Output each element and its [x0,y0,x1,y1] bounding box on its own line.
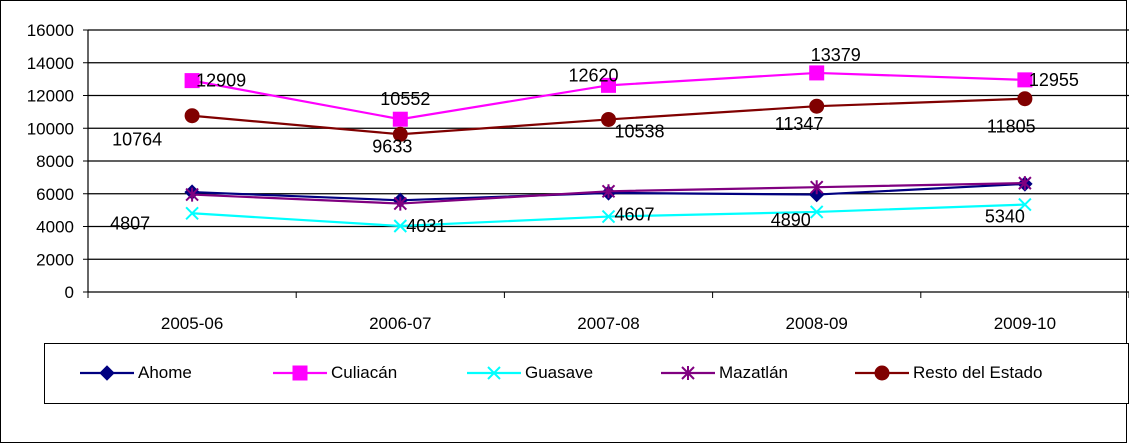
y-tick-label: 16000 [27,21,74,40]
data-point [601,77,616,93]
legend-item-resto-del-estado: Resto del Estado [853,363,1042,383]
data-label: 12955 [1029,70,1079,90]
data-label: 9633 [372,136,412,156]
data-point [393,196,408,211]
x-tick-label: 2007-08 [577,314,639,333]
data-point [393,219,408,233]
legend-label: Resto del Estado [913,363,1043,382]
data-point [185,187,199,202]
legend-item-guasave: Guasave [465,363,593,383]
series-guasave: 4807 4031 4607 4890 5340 [110,197,1032,236]
x-tick-label: 2006-07 [369,314,431,333]
series-mazatlan [185,176,1032,211]
y-tick-label: 12000 [27,87,74,106]
legend-label: Guasave [525,363,594,382]
data-label: 10764 [112,130,162,150]
data-label: 10552 [380,89,430,109]
y-tick-label: 6000 [36,185,74,204]
data-point [392,126,408,142]
x-tick-label: 2005-06 [161,314,223,333]
y-tick-label: 14000 [27,54,74,73]
y-tick-label: 4000 [36,218,74,237]
data-point [809,98,825,114]
data-label: 4607 [615,205,655,225]
data-point [1017,91,1033,107]
legend-label: Mazatlán [719,363,788,382]
x-tick-label: 2009-10 [994,314,1056,333]
legend-label: Ahome [138,363,192,382]
data-point [809,65,825,81]
legend-marker [874,365,890,381]
data-label: 5340 [985,207,1025,227]
legend-swatch [661,366,715,380]
y-tick-label: 10000 [27,119,74,138]
data-label: 11347 [775,114,824,134]
legend-swatch [80,365,134,381]
y-tick-label: 0 [65,283,74,302]
data-point [184,108,200,124]
data-label: 4031 [406,216,446,236]
legend-swatch [467,366,521,380]
legend-item-culiacan: Culiacán [271,363,397,383]
data-label: 4807 [110,213,150,233]
legend-label: Culiacán [331,363,398,382]
x-tick-label: 2008-09 [786,314,848,333]
legend-marker [487,366,501,380]
data-label: 12909 [196,71,246,91]
series-culiacan: 12909 10552 12620 13379 12955 [184,45,1079,127]
series-resto-del-estado: 10764 9633 10538 11347 11805 [112,91,1036,156]
data-point [809,205,824,219]
data-label: 4890 [771,210,811,230]
legend-item-mazatlan: Mazatlán [659,363,788,383]
y-tick-label: 8000 [36,152,74,171]
legend-marker [681,366,695,380]
data-label: 13379 [811,45,861,65]
legend-swatch [855,365,909,381]
data-label: 12620 [569,65,619,85]
data-point [601,111,616,127]
data-point [1018,197,1032,212]
data-point [601,184,616,199]
data-point [809,180,824,195]
data-point [601,209,616,224]
data-point [1018,176,1032,191]
legend-marker [292,365,308,381]
data-point [184,73,200,89]
data-point [185,206,199,220]
legend-swatch [273,365,327,381]
data-point [392,111,408,127]
chart-legend: Ahome Culiacán Guasave Mazatlán Resto del Es… [44,343,1129,404]
data-point [1017,72,1033,88]
line-chart: 0 2000 4000 6000 8000 10000 12000 14000 16000 200… [27,21,1129,333]
legend-marker [99,365,115,381]
data-label: 10538 [615,121,665,141]
data-label: 11805 [987,117,1036,137]
y-tick-label: 2000 [36,250,74,269]
legend-item-ahome: Ahome [78,363,192,383]
